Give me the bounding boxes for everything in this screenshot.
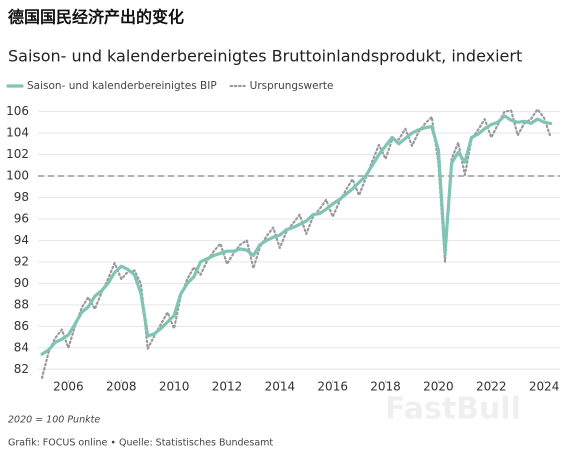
x-tick-label: 2020 (423, 380, 454, 394)
y-tick-label: 106 (6, 104, 29, 118)
y-tick-label: 88 (14, 297, 29, 311)
chart-title: 德国国民经济产出的变化 (8, 8, 184, 27)
note: 2020 = 100 Punkte (8, 415, 100, 426)
y-tick-label: 86 (14, 319, 29, 333)
x-tick-label: 2022 (476, 380, 507, 394)
x-tick-label: 2010 (159, 380, 190, 394)
y-tick-label: 84 (14, 340, 29, 354)
y-tick-label: 92 (14, 254, 29, 268)
series-line (40, 108, 552, 379)
x-tick-label: 2024 (529, 380, 560, 394)
x-tick-label: 2012 (212, 380, 243, 394)
chart-subtitle: Saison- und kalenderbereinigtes Bruttoin… (8, 47, 522, 66)
series-line (40, 114, 553, 356)
x-tick-label: 2006 (53, 380, 84, 394)
y-tick-label: 102 (6, 147, 29, 161)
legend-label: Ursprungswerte (250, 80, 334, 92)
legend-label: Saison- und kalenderbereinigtes BIP (27, 80, 217, 92)
y-tick-label: 82 (14, 362, 29, 376)
y-tick-label: 96 (14, 211, 29, 225)
x-tick-label: 2018 (370, 380, 401, 394)
x-tick-label: 2008 (106, 380, 137, 394)
y-tick-label: 104 (6, 126, 29, 140)
x-tick-label: 2016 (317, 380, 348, 394)
y-tick-label: 98 (14, 190, 29, 204)
watermark: FastBull (385, 392, 521, 427)
y-tick-label: 94 (14, 233, 29, 247)
y-tick-label: 100 (6, 169, 29, 183)
x-tick-label: 2014 (265, 380, 296, 394)
source: Grafik: FOCUS online • Quelle: Statistis… (8, 438, 273, 449)
y-tick-label: 90 (14, 276, 29, 290)
